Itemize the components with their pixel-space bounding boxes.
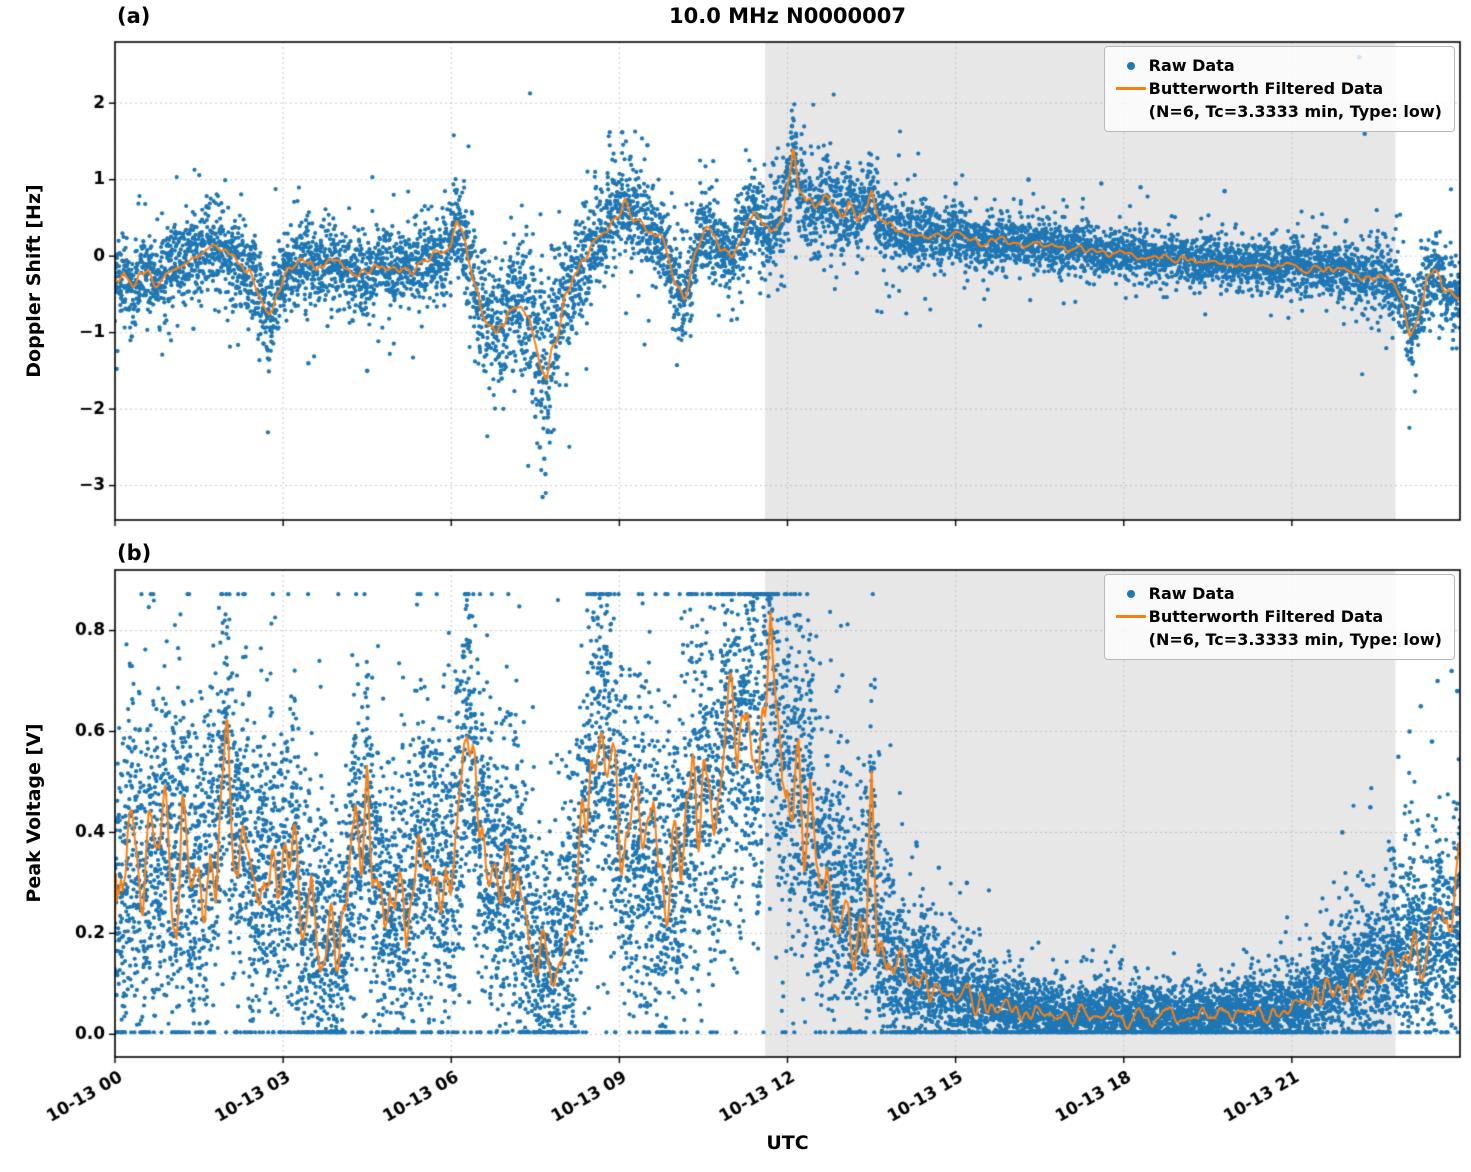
legend-filtered-label: Butterworth Filtered Data	[1148, 79, 1384, 99]
x-axis-label: UTC	[766, 1132, 809, 1154]
chart-title: 10.0 MHz N0000007	[669, 4, 906, 28]
legend-panel-a: Raw Data Butterworth Filtered Data (N=6,…	[1103, 46, 1455, 132]
legend-filtered-label: Butterworth Filtered Data	[1148, 607, 1384, 627]
legend-row-filtered-params: (N=6, Tc=3.3333 min, Type: low)	[1113, 628, 1442, 651]
filtered-data-marker-icon	[1113, 87, 1149, 91]
legend-row-filtered: Butterworth Filtered Data	[1113, 605, 1442, 628]
legend-panel-b: Raw Data Butterworth Filtered Data (N=6,…	[1103, 574, 1455, 660]
legend-filtered-sublabel: (N=6, Tc=3.3333 min, Type: low)	[1148, 630, 1442, 650]
y-axis-label-voltage: Peak Voltage [V]	[23, 723, 45, 903]
panel-a-label: (a)	[117, 4, 151, 28]
legend-raw-label: Raw Data	[1148, 56, 1235, 75]
panel-b-label: (b)	[117, 541, 152, 565]
legend-filtered-sublabel: (N=6, Tc=3.3333 min, Type: low)	[1148, 102, 1442, 122]
raw-data-marker-icon	[1113, 61, 1149, 70]
raw-data-marker-icon	[1113, 589, 1149, 598]
legend-row-filtered-params: (N=6, Tc=3.3333 min, Type: low)	[1113, 100, 1442, 123]
legend-raw-label: Raw Data	[1148, 584, 1235, 603]
legend-row-filtered: Butterworth Filtered Data	[1113, 77, 1442, 100]
legend-row-raw: Raw Data	[1113, 582, 1442, 605]
y-axis-label-doppler: Doppler Shift [Hz]	[23, 184, 45, 378]
legend-row-raw: Raw Data	[1113, 54, 1442, 77]
filtered-data-marker-icon	[1113, 615, 1149, 619]
